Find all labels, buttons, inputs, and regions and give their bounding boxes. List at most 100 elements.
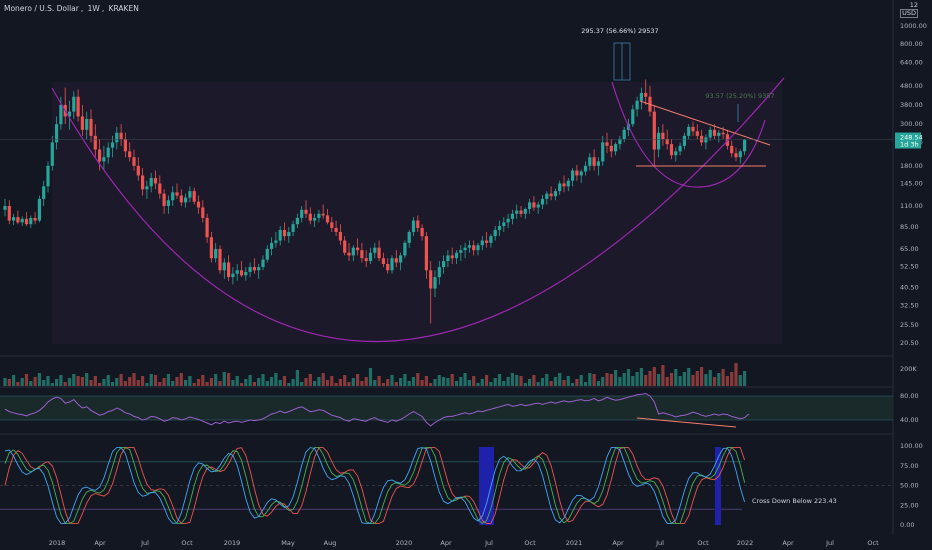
candle-body xyxy=(558,183,562,192)
volume-bar xyxy=(287,383,291,386)
candle-body xyxy=(725,134,729,146)
candle-body xyxy=(433,277,437,289)
volume-bar xyxy=(132,373,136,386)
volume-bar xyxy=(321,373,325,386)
candle-body xyxy=(669,144,674,156)
candle-body xyxy=(738,151,742,158)
candle-body xyxy=(553,191,557,197)
candle-body xyxy=(265,248,269,260)
volume-bar xyxy=(442,377,446,386)
candle-body xyxy=(239,270,244,276)
exchange-label: KRAKEN xyxy=(108,4,139,13)
cup-arc xyxy=(51,77,785,343)
candle-body xyxy=(29,217,33,225)
candle-body xyxy=(136,165,140,176)
candle-body xyxy=(442,261,446,268)
volume-bar xyxy=(519,376,523,386)
x-tick-label: 2020 xyxy=(396,539,413,547)
currency-label: USD xyxy=(900,9,918,18)
volume-bar xyxy=(171,381,175,386)
candle-body xyxy=(476,245,480,251)
candle-body xyxy=(502,222,506,227)
volume-bar xyxy=(497,374,502,386)
volume-bar xyxy=(50,383,54,386)
price-tick-label: 380.00 xyxy=(900,101,923,109)
candle-body xyxy=(446,255,450,262)
volume-bar xyxy=(136,380,140,386)
price-tick-label: 1000.00 xyxy=(900,22,927,30)
price-tick-label: 180.00 xyxy=(900,162,923,170)
candle-body xyxy=(274,240,278,243)
volume-bar xyxy=(605,373,609,386)
candle-body xyxy=(562,183,566,187)
currency-corner[interactable]: 12 USD xyxy=(900,2,918,18)
volume-bar xyxy=(153,375,158,386)
volume-bar xyxy=(437,375,441,386)
x-tick-label: Apr xyxy=(440,539,452,547)
stoch-highlight xyxy=(479,447,494,525)
volume-bar xyxy=(558,373,562,386)
volume-bar xyxy=(364,377,368,386)
candle-body xyxy=(98,149,102,162)
candle-body xyxy=(657,132,661,150)
price-tick-label: 85.00 xyxy=(900,223,919,231)
candle-body xyxy=(730,145,734,154)
candle-body xyxy=(429,270,433,289)
candle-body xyxy=(287,231,291,237)
volume-bar xyxy=(55,379,59,386)
candle-body xyxy=(721,132,725,135)
volume-bar xyxy=(93,376,97,386)
volume-bar xyxy=(433,379,437,386)
candle-body xyxy=(128,151,132,158)
volume-tick-label: 200K xyxy=(900,365,917,373)
volume-bar xyxy=(399,378,403,386)
candle-body xyxy=(33,217,37,221)
candle-body xyxy=(510,213,514,219)
volume-bar xyxy=(347,382,351,386)
candle-body xyxy=(540,198,545,205)
volume-bar xyxy=(123,381,127,386)
candle-body xyxy=(42,186,46,199)
candle-body xyxy=(252,267,256,271)
volume-bar xyxy=(149,374,153,386)
volume-bar xyxy=(80,377,84,386)
volume-bar xyxy=(325,380,330,386)
stoch-tick-label: 100.00 xyxy=(900,442,923,450)
candle-body xyxy=(592,157,596,166)
volume-bar xyxy=(416,373,420,386)
candle-body xyxy=(291,224,295,232)
candle-body xyxy=(652,111,656,150)
candle-body xyxy=(450,255,454,259)
volume-bar xyxy=(261,374,265,386)
volume-bar xyxy=(407,381,411,386)
candle-body xyxy=(347,252,351,256)
candle-body xyxy=(308,213,312,221)
volume-bar xyxy=(648,371,652,386)
chart-title: Monero / U.S. Dollar, 1W, KRAKEN xyxy=(4,4,139,13)
volume-bar xyxy=(691,375,695,386)
candle-body xyxy=(261,259,265,268)
volume-bar xyxy=(674,369,678,386)
price-tick-label: 25.50 xyxy=(900,321,919,329)
price-tick-label: 480.00 xyxy=(900,82,923,90)
volume-bar xyxy=(601,377,605,386)
x-tick-label: 2018 xyxy=(49,539,66,547)
triangle-upper-line xyxy=(639,100,771,146)
volume-bar xyxy=(403,374,407,386)
rsi-tick-label: 40.00 xyxy=(900,416,919,424)
candle-body xyxy=(278,229,282,241)
candle-body xyxy=(579,171,583,176)
volume-bar xyxy=(596,381,600,386)
candle-body xyxy=(334,227,338,232)
volume-bar xyxy=(394,382,398,386)
candle-body xyxy=(209,237,213,259)
candle-body xyxy=(407,231,411,243)
x-tick-label: May xyxy=(281,539,295,547)
volume-bar xyxy=(12,375,16,386)
volume-bar xyxy=(351,378,355,386)
volume-bar xyxy=(476,383,480,386)
volume-bar xyxy=(622,373,626,386)
candle-body xyxy=(317,213,321,218)
volume-bar xyxy=(295,370,299,386)
